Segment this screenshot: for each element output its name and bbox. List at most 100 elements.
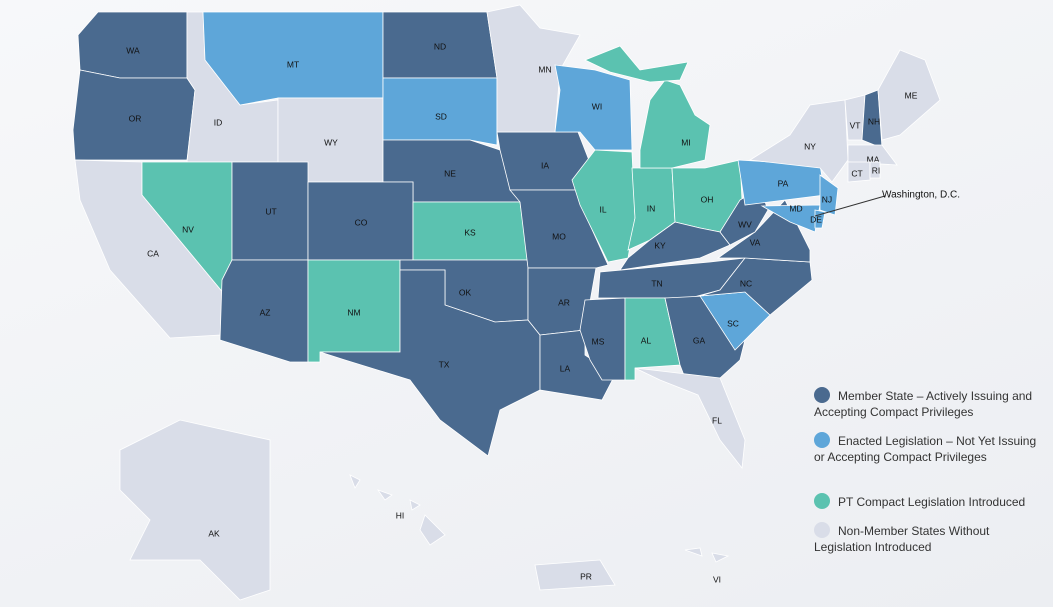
state-shape	[748, 99, 849, 183]
legend-swatch	[814, 432, 830, 448]
state-shape	[819, 174, 839, 216]
state-label: NY	[804, 141, 816, 151]
state-shape	[847, 144, 898, 166]
state: MI	[584, 45, 711, 169]
state-label: AL	[641, 335, 652, 345]
state: RI	[869, 161, 881, 179]
state-label: ME	[905, 90, 918, 100]
state-shape	[634, 367, 746, 470]
state: MD	[760, 203, 821, 233]
state: FL	[634, 367, 746, 470]
state-label: NJ	[822, 194, 832, 204]
legend-swatch	[814, 522, 830, 538]
state: DE	[810, 209, 826, 229]
state-shape	[814, 209, 826, 229]
state-shape	[844, 94, 866, 141]
state-label: AZ	[260, 307, 271, 317]
state-label: MI	[681, 137, 690, 147]
legend-label: Member State – Actively Issuing and Acce…	[814, 389, 1033, 419]
state-shape	[684, 547, 703, 557]
state-label: NM	[347, 307, 360, 317]
state: PR	[534, 559, 616, 591]
state-shape	[376, 489, 393, 501]
state-label: GA	[693, 335, 706, 345]
state-label: NH	[868, 116, 880, 126]
state-label: WV	[738, 219, 752, 229]
state: NJ	[819, 174, 839, 216]
state-label: RI	[872, 165, 881, 175]
state-label: UT	[265, 206, 276, 216]
state-shape	[869, 161, 881, 179]
state-shape	[349, 474, 361, 489]
state: MA	[847, 144, 898, 166]
state-label: CT	[851, 168, 862, 178]
state-shape	[760, 204, 821, 233]
legend-item: Non-Member States Without Legislation In…	[814, 522, 1039, 555]
state: KS	[412, 201, 529, 261]
state-label: LA	[560, 363, 571, 373]
state: VI	[684, 547, 730, 584]
legend-swatch	[814, 493, 830, 509]
state-label: AR	[558, 297, 570, 307]
legend-item: PT Compact Legislation Introduced	[814, 493, 1039, 510]
state-label: OH	[701, 194, 714, 204]
state-label: DE	[810, 214, 822, 224]
state-label: MA	[867, 154, 880, 164]
state: NY	[748, 99, 849, 183]
state-label: TX	[439, 359, 450, 369]
state-label: HI	[396, 510, 405, 520]
state: AZ	[219, 259, 309, 363]
state-label: PR	[580, 571, 592, 581]
legend-label: PT Compact Legislation Introduced	[838, 495, 1026, 509]
dc-leader-line	[814, 195, 886, 217]
state-label: MN	[538, 64, 551, 74]
state-label: OK	[459, 287, 472, 297]
state-shape	[571, 149, 636, 263]
state-label: MT	[287, 59, 299, 69]
state-label: OR	[129, 113, 142, 123]
state-label: WA	[126, 45, 140, 55]
state-label: AK	[208, 528, 220, 538]
state-shape	[639, 79, 711, 169]
state-label: MS	[592, 336, 605, 346]
state-label: KY	[654, 240, 666, 250]
state: WA	[77, 11, 188, 79]
state-shape	[119, 419, 271, 601]
state: AK	[119, 419, 271, 601]
state-label: ND	[434, 41, 446, 51]
state-label: MD	[789, 203, 802, 213]
state-label: VI	[713, 574, 721, 584]
state-label: NC	[740, 278, 752, 288]
state-label: NE	[444, 168, 456, 178]
state-label: WI	[592, 101, 602, 111]
state-label: KS	[464, 227, 476, 237]
state: OR	[72, 69, 196, 161]
state-label: CO	[355, 217, 368, 227]
state-label: FL	[712, 415, 722, 425]
state: VT	[844, 94, 866, 141]
state-shape	[319, 269, 541, 457]
legend-label: Non-Member States Without Legislation In…	[814, 524, 990, 554]
state-label: CA	[147, 248, 159, 258]
state-shape	[534, 559, 616, 591]
state-label: IN	[647, 203, 656, 213]
legend-item: Enacted Legislation – Not Yet Issuing or…	[814, 432, 1039, 465]
state-shape	[711, 552, 730, 563]
state: MT	[202, 11, 384, 106]
state-shape	[584, 45, 689, 83]
state-label: NV	[182, 224, 194, 234]
state-shape	[419, 514, 446, 546]
state-label: TN	[651, 278, 662, 288]
state: HI	[349, 474, 446, 546]
state: ME	[877, 49, 941, 141]
state-label: IA	[541, 160, 549, 170]
state-label: VA	[750, 237, 761, 247]
state-label: ID	[214, 117, 223, 127]
state: IL	[571, 149, 636, 263]
state-label: SD	[435, 111, 447, 121]
state-label: PA	[778, 178, 789, 188]
state-label: IL	[599, 204, 606, 214]
annotation: Washington, D.C.	[882, 190, 960, 201]
state: NM	[307, 259, 401, 363]
